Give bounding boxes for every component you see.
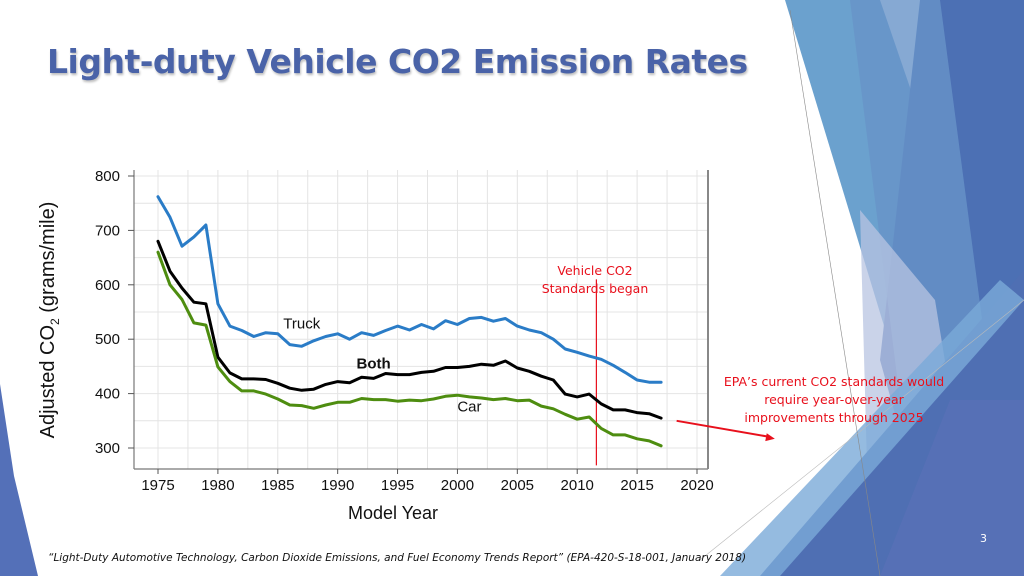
series-label-car: Car (457, 399, 481, 416)
standards-began-line-1: Vehicle CO2 (557, 263, 633, 278)
series-line-truck (156, 195, 663, 384)
slide-title: Light-duty Vehicle CO2 Emission Rates (47, 42, 748, 81)
x-tick-labels: 1975 1980 1985 1990 1995 2000 2005 2010 2015 2020 (141, 477, 713, 494)
series-line-both (156, 239, 663, 420)
left-accent-shape (0, 384, 38, 576)
y-axis-title-subscript: 2 (48, 318, 62, 325)
decor-line-2 (699, 299, 1024, 561)
epa-note-line-2: require year-over-year (764, 392, 904, 407)
series-label-both: Both (357, 356, 391, 373)
x-tick-label: 2020 (680, 477, 713, 494)
x-tick-label: 2015 (620, 477, 653, 494)
series-lines (156, 195, 663, 448)
y-axis-title-unit: (grams/mile) (37, 202, 59, 319)
gridlines (134, 170, 708, 469)
source-citation: “Light-Duty Automotive Technology, Carbo… (48, 552, 747, 564)
standards-began-note: Vehicle CO2 Standards began (530, 262, 660, 298)
x-tick-label: 2010 (561, 477, 594, 494)
x-tick-label: 1975 (141, 477, 174, 494)
y-tick-label: 300 (95, 440, 120, 457)
y-tick-labels: 300 400 500 600 700 800 (95, 168, 120, 457)
x-tick-label: 1995 (381, 477, 414, 494)
x-tick-label: 1985 (261, 477, 294, 494)
page-number: 3 (980, 532, 987, 545)
right-facet-7 (880, 400, 1024, 576)
y-axis-title: Adjusted CO2 (grams/mile) (37, 202, 62, 439)
annotation-arrow-head (765, 433, 775, 442)
x-axis-title: Model Year (348, 503, 438, 523)
x-tick-label: 2000 (441, 477, 474, 494)
epa-standards-note: EPA’s current CO2 standards would requir… (712, 373, 956, 427)
plot-area (134, 170, 708, 469)
annotation-arrow-group (676, 419, 775, 442)
epa-note-line-1: EPA’s current CO2 standards would (723, 374, 945, 389)
x-tick-label: 2005 (501, 477, 534, 494)
y-axis-title-main: Adjusted CO (37, 325, 59, 438)
series-label-truck: Truck (283, 315, 320, 332)
decor-line-1 (789, 9, 881, 576)
y-tick-label: 500 (95, 331, 120, 348)
annotation-arrow-shaft (676, 419, 770, 438)
epa-note-line-3: improvements through 2025 (744, 410, 924, 425)
y-tick-label: 600 (95, 277, 120, 294)
series-labels: Truck Both Car (283, 315, 481, 415)
series-line-car (156, 250, 663, 448)
axes (128, 170, 709, 474)
right-facet-6 (720, 280, 1024, 576)
y-tick-label: 700 (95, 222, 120, 239)
x-tick-label: 1990 (321, 477, 354, 494)
standards-began-line-2: Standards began (541, 281, 649, 296)
y-tick-label: 400 (95, 386, 120, 403)
x-tick-label: 1980 (201, 477, 234, 494)
y-tick-label: 800 (95, 168, 120, 185)
